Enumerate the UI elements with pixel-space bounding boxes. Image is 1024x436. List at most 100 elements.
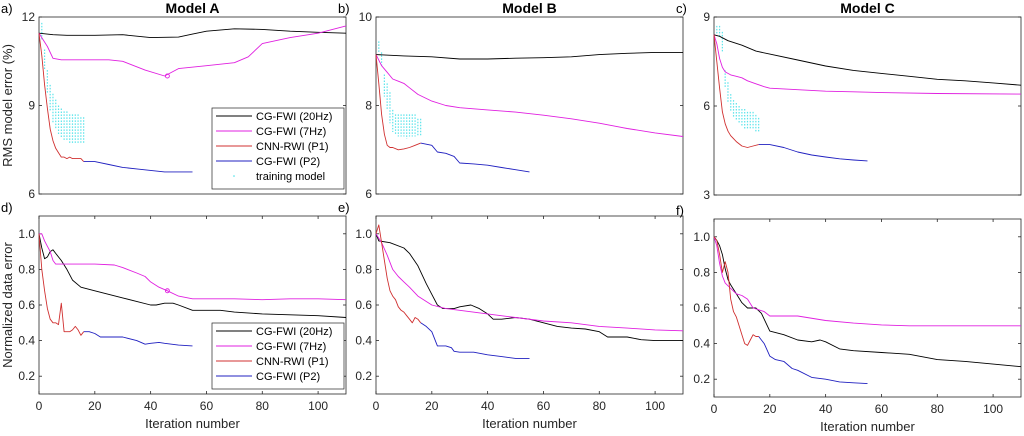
series-line-cg-fwi-p2 — [420, 322, 530, 359]
y-tick-label: 0.6 — [693, 301, 710, 315]
y-tick-label: 0.4 — [18, 334, 35, 348]
series-line-cnn-rwi-p1 — [375, 224, 422, 324]
series-line-cg-fwi-20hz — [38, 233, 347, 318]
legend-swatch — [233, 175, 235, 177]
y-tick-label: 0.2 — [18, 369, 35, 383]
legend-entry: CG-FWI (20Hz) — [256, 111, 332, 123]
training-model-scatter — [378, 41, 422, 139]
legend-entry: CNN-RWI (P1) — [256, 356, 329, 368]
panel-b: b) Model B 6 8 10 — [338, 0, 684, 201]
y-tick-label: 3 — [703, 188, 710, 202]
y-tick-label: 6 — [365, 187, 372, 201]
series-line-cg-fwi-7hz — [713, 236, 1021, 327]
panel-c: c) Model C 3 6 9 — [676, 0, 1022, 202]
y-tick-label: 0.4 — [355, 334, 372, 348]
axes-frame — [375, 16, 684, 195]
x-tick-label: 40 — [481, 399, 495, 413]
series-line-cg-fwi-7hz — [375, 54, 684, 137]
x-tick-label: 80 — [931, 402, 945, 416]
legend-entry: CG-FWI (7Hz) — [256, 341, 326, 353]
y-tick-label: 0.8 — [693, 265, 710, 279]
series-line-cg-fwi-p2 — [83, 161, 193, 173]
series-line-cg-fwi-p2 — [83, 331, 193, 347]
y-tick-label: 6 — [703, 99, 710, 113]
x-tick-label: 80 — [256, 399, 270, 413]
series-line-cg-fwi-7hz — [375, 233, 684, 332]
x-tick-label: 0 — [36, 399, 43, 413]
legend-entry: CG-FWI (P2) — [256, 156, 320, 168]
panel-d: d) 0.2 0.4 0.6 0.8 1.0 0 20 40 60 80 100 Iteration n… — [0, 200, 347, 431]
series-line-cnn-rwi-p1 — [713, 34, 759, 148]
series-line-cg-fwi-7hz — [38, 25, 347, 77]
y-tick-label: 0.2 — [693, 372, 710, 386]
y-tick-label: 0.4 — [693, 337, 710, 351]
series-line-cnn-rwi-p1 — [713, 236, 759, 346]
x-tick-label: 40 — [819, 402, 833, 416]
legend-entry: CG-FWI (P2) — [256, 371, 320, 383]
series-line-cg-fwi-p2 — [758, 336, 868, 385]
series-marker — [164, 288, 170, 294]
panel-title: Model B — [502, 0, 556, 16]
x-tick-label: 80 — [593, 399, 607, 413]
y-axis-label: Normalized data error — [0, 241, 15, 367]
legend-entry: CG-FWI (20Hz) — [256, 326, 332, 338]
panel-title: Model C — [840, 0, 894, 16]
x-axis-label: Iteration number — [820, 419, 915, 434]
series-line-cg-fwi-20hz — [713, 236, 1022, 368]
y-tick-label: 0.6 — [355, 298, 372, 312]
x-tick-label: 100 — [645, 399, 665, 413]
panel-e: e) 0.2 0.4 0.6 0.8 1.0 0 20 40 60 80 100 Iteration n… — [338, 200, 684, 431]
panel-label: b) — [338, 1, 350, 16]
panel-label: a) — [1, 1, 13, 16]
x-tick-label: 20 — [425, 399, 439, 413]
y-tick-label: 0.2 — [355, 369, 372, 383]
series-line-cg-fwi-p2 — [758, 144, 868, 162]
x-tick-label: 60 — [537, 399, 551, 413]
y-tick-label: 8 — [365, 99, 372, 113]
y-tick-label: 0.6 — [18, 298, 35, 312]
y-tick-label: 12 — [22, 10, 36, 24]
x-axis-label: Iteration number — [482, 416, 577, 431]
legend: CG-FWI (20Hz) CG-FWI (7Hz) CNN-RWI (P1) CG-… — [211, 322, 345, 390]
legend-box — [211, 322, 345, 390]
series-line-cnn-rwi-p1 — [375, 54, 421, 151]
axes-frame — [713, 16, 1022, 196]
panel-a: a) Model A 6 9 12 RMS model error (%) CG-FWI (… — [0, 0, 347, 201]
legend-entry: CG-FWI (7Hz) — [256, 126, 326, 138]
axes-frame — [713, 218, 1022, 398]
y-tick-label: 9 — [703, 10, 710, 24]
legend: CG-FWI (20Hz) CG-FWI (7Hz) CNN-RWI (P1) CG-… — [211, 107, 345, 190]
x-axis-label: Iteration number — [145, 416, 240, 431]
legend-entry: CNN-RWI (P1) — [256, 141, 329, 153]
legend-entry: training model — [256, 171, 325, 183]
series-marker — [164, 73, 170, 79]
panel-f: f) 0.2 0.4 0.6 0.8 1.0 0 20 40 60 80 100 Iteration n… — [676, 203, 1022, 434]
series-line-cnn-rwi-p1 — [38, 233, 85, 336]
y-tick-label: 10 — [359, 10, 373, 24]
series-line-cg-fwi-20hz — [38, 28, 347, 39]
panel-label: d) — [1, 200, 13, 215]
y-axis-label: RMS model error (%) — [0, 44, 15, 167]
x-tick-label: 20 — [763, 402, 777, 416]
y-tick-label: 0.8 — [355, 262, 372, 276]
series-line-cnn-rwi-p1 — [38, 33, 85, 162]
series-line-cg-fwi-20hz — [375, 51, 683, 60]
series-line-cg-fwi-7hz — [39, 233, 347, 301]
axes-frame — [375, 215, 684, 395]
series-line-cg-fwi-7hz — [713, 34, 1022, 95]
series-line-cg-fwi-p2 — [420, 142, 530, 173]
x-tick-label: 60 — [875, 402, 889, 416]
panel-title: Model A — [166, 0, 220, 16]
panel-label: c) — [676, 1, 687, 16]
y-tick-label: 1.0 — [355, 227, 372, 241]
y-tick-label: 6 — [28, 187, 35, 201]
y-tick-label: 1.0 — [18, 227, 35, 241]
x-tick-label: 0 — [373, 399, 380, 413]
x-tick-label: 20 — [88, 399, 102, 413]
y-tick-label: 0.8 — [18, 262, 35, 276]
x-tick-label: 0 — [711, 402, 718, 416]
y-tick-label: 9 — [28, 99, 35, 113]
training-model-scatter — [41, 22, 85, 144]
panel-label: e) — [338, 200, 350, 215]
